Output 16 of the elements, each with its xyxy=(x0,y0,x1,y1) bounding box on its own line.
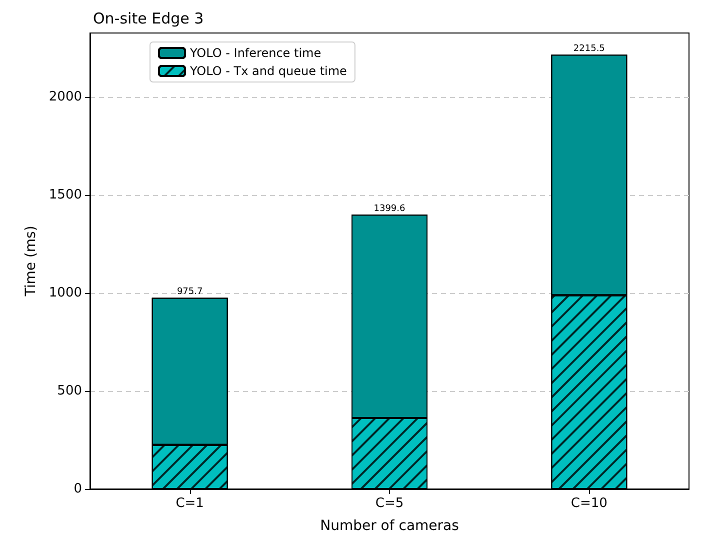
y-tick-label: 2000 xyxy=(48,89,82,104)
legend-label: YOLO - Inference time xyxy=(189,46,322,60)
chart-title: On-site Edge 3 xyxy=(93,10,204,28)
y-tick-label: 1500 xyxy=(48,187,82,202)
legend-label: YOLO - Tx and queue time xyxy=(189,64,347,78)
total-label: 975.7 xyxy=(176,287,203,298)
total-label: 1399.6 xyxy=(374,204,406,214)
x-tick-label: C=10 xyxy=(570,496,608,511)
x-axis-title: Number of cameras xyxy=(320,518,459,534)
y-tick-label: 500 xyxy=(57,383,82,398)
total-label: 2215.5 xyxy=(573,44,605,54)
y-axis-title: Time (ms) xyxy=(23,226,39,298)
x-tick-label: C=1 xyxy=(176,496,204,511)
y-tick-label: 1000 xyxy=(48,285,82,300)
x-tick-label: C=5 xyxy=(375,496,404,511)
y-tick-label: 0 xyxy=(74,482,82,496)
